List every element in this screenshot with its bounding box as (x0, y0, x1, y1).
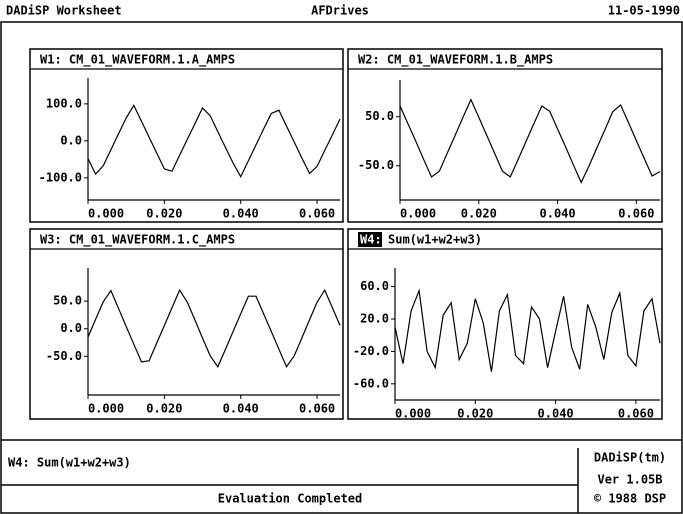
product-name: DADiSP(tm) (594, 451, 666, 465)
y-tick-label: 0.0 (60, 321, 82, 335)
x-tick-label: 0.040 (538, 407, 574, 421)
y-tick-label: -60.0 (353, 376, 389, 390)
y-tick-label: 60.0 (360, 279, 389, 293)
y-tick-label: 50.0 (365, 109, 394, 123)
x-tick-label: 0.020 (461, 207, 497, 221)
y-tick-label: 50.0 (53, 294, 82, 308)
date: 11-05-1990 (608, 4, 680, 18)
window-title: W2: CM_01_WAVEFORM.1.B_AMPS (358, 53, 553, 68)
x-tick-label: 0.020 (146, 402, 182, 416)
screen-frame (0, 21, 683, 514)
x-tick-label: 0.040 (540, 207, 576, 221)
y-tick-label: -100.0 (39, 170, 82, 184)
worksheet-name: AFDrives (311, 4, 369, 18)
status-message: Evaluation Completed (218, 492, 363, 506)
copyright: © 1988 DSP (594, 492, 666, 506)
window-frame[interactable] (347, 48, 663, 223)
app-name: DADiSP Worksheet (6, 4, 122, 18)
x-tick-label: 0.000 (88, 207, 124, 221)
command-line[interactable]: W4: Sum(w1+w2+w3) (8, 456, 131, 470)
window-id: W4: (360, 233, 382, 247)
window-frame[interactable] (29, 48, 344, 223)
active-window-marker (358, 232, 382, 247)
x-tick-label: 0.060 (618, 207, 654, 221)
y-tick-label: 0.0 (60, 133, 82, 147)
waveform (399, 98, 661, 184)
y-tick-label: 20.0 (360, 312, 389, 326)
x-tick-label: 0.000 (395, 407, 431, 421)
window-title: W3: CM_01_WAVEFORM.1.C_AMPS (40, 233, 235, 248)
x-tick-label: 0.060 (618, 407, 654, 421)
x-tick-label: 0.000 (400, 207, 436, 221)
window-frame[interactable] (29, 228, 344, 420)
x-tick-label: 0.020 (146, 207, 182, 221)
version: Ver 1.05B (597, 473, 662, 487)
waveform (394, 288, 661, 372)
window-frame[interactable] (347, 228, 663, 420)
y-tick-label: -50.0 (358, 158, 394, 172)
window-title: Sum(w1+w2+w3) (388, 233, 482, 247)
y-tick-label: -50.0 (46, 349, 82, 363)
y-tick-label: -20.0 (353, 344, 389, 358)
x-tick-label: 0.040 (223, 402, 259, 416)
x-tick-label: 0.060 (299, 207, 335, 221)
x-tick-label: 0.000 (88, 402, 124, 416)
x-tick-label: 0.020 (457, 407, 493, 421)
x-tick-label: 0.060 (299, 402, 335, 416)
x-tick-label: 0.040 (223, 207, 259, 221)
waveform (87, 104, 341, 179)
window-title: W1: CM_01_WAVEFORM.1.A_AMPS (40, 53, 235, 68)
waveform (87, 288, 341, 369)
y-tick-label: 100.0 (46, 96, 82, 110)
